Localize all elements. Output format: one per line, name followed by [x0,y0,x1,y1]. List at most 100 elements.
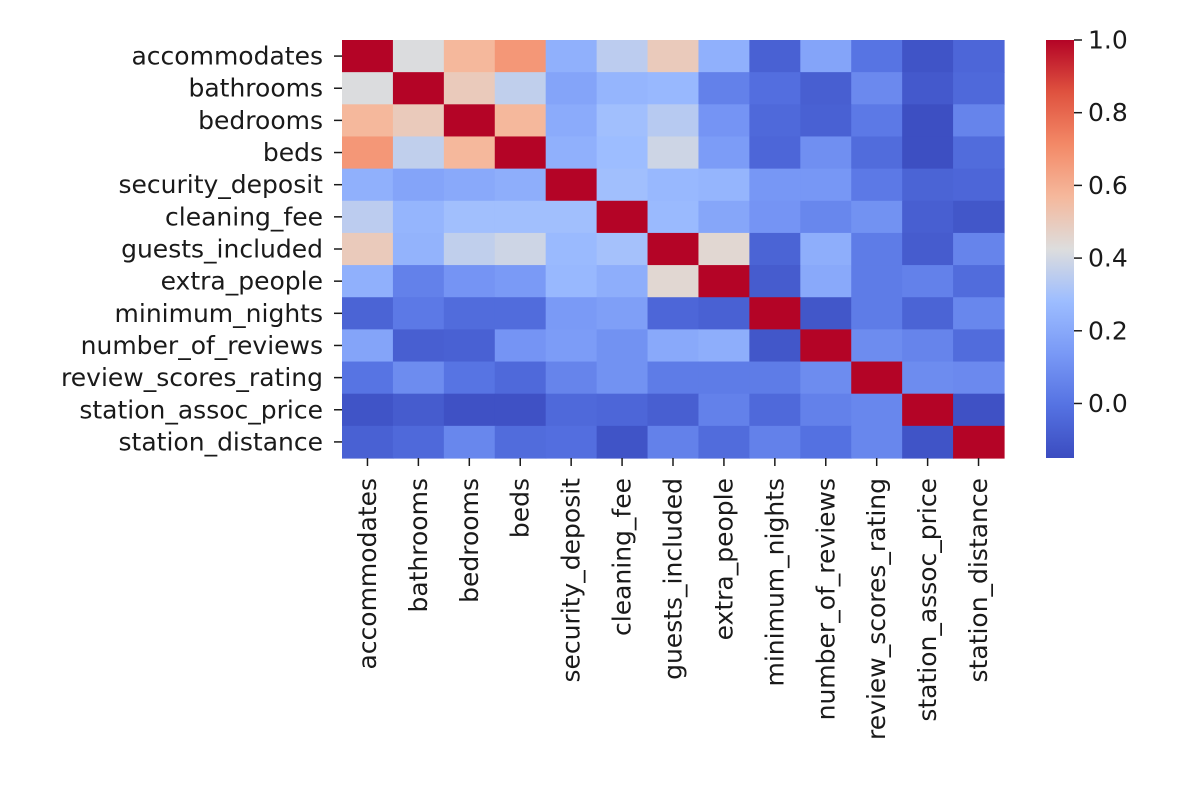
heatmap-cell [494,200,547,234]
heatmap-cell [698,168,750,202]
heatmap-cell [443,232,496,266]
y-tick-label: bedrooms [198,106,323,135]
heatmap-cell [494,329,547,363]
heatmap-cell [443,329,496,363]
colorbar-tick-label: 0.8 [1088,98,1128,127]
heatmap-cell [902,72,954,105]
y-tick-label: minimum_nights [115,299,323,328]
heatmap-cell [902,136,954,170]
heatmap-cell [342,361,394,395]
heatmap-cell [443,168,496,202]
heatmap-cell [647,297,700,330]
heatmap-cell [902,329,954,363]
heatmap-cell [902,168,954,202]
heatmap-cell [749,265,801,298]
y-axis-labels: accommodates bathrooms bedrooms beds securit… [61,42,342,456]
heatmap-cell [647,361,700,395]
heatmap-cell [494,232,547,266]
heatmap-cell [800,232,852,266]
heatmap-cell [851,136,903,170]
heatmap-cells [342,40,1005,459]
heatmap-cell [545,136,598,170]
heatmap-cell [749,361,801,395]
heatmap-cell [800,200,852,234]
y-tick-label: station_assoc_price [79,395,323,424]
heatmap-cell [545,40,598,73]
heatmap-cell [953,200,1005,234]
heatmap-cell [342,40,394,73]
heatmap-cell [342,232,394,266]
x-tick-label: station_assoc_price [913,478,942,722]
heatmap-cell [749,40,801,73]
heatmap-cell [596,265,649,298]
heatmap-cell [545,425,598,459]
heatmap-cell [443,265,496,298]
colorbar-tick-label: 1.0 [1088,26,1128,55]
heatmap-cell [545,168,598,202]
heatmap-cell [545,297,598,330]
heatmap-cell [647,104,700,138]
heatmap-cell [902,265,954,298]
heatmap-cell [392,361,445,395]
heatmap-cell [545,265,598,298]
heatmap-cell [800,361,852,395]
heatmap-cell [749,425,801,459]
heatmap-cell [953,265,1005,298]
heatmap-cell [800,393,852,427]
heatmap-cell [342,104,394,138]
heatmap-cell [851,329,903,363]
heatmap-cell [494,265,547,298]
heatmap-cell [443,136,496,170]
heatmap-cell [342,72,394,105]
x-tick-label: accommodates [353,478,382,670]
heatmap-cell [902,361,954,395]
colorbar-tick-label: 0.2 [1088,316,1128,345]
x-tick-label: station_distance [964,478,993,682]
heatmap-cell [342,168,394,202]
heatmap-cell [494,297,547,330]
heatmap-cell [647,232,700,266]
x-tick-label: minimum_nights [760,478,789,686]
heatmap-cell [596,425,649,459]
y-tick-label: review_scores_rating [61,363,323,392]
heatmap-cell [851,393,903,427]
heatmap-cell [545,72,598,105]
heatmap-cell [851,104,903,138]
heatmap-cell [698,297,750,330]
x-tick-label: review_scores_rating [862,478,891,740]
heatmap-cell [851,297,903,330]
heatmap-cell [545,104,598,138]
heatmap-cell [953,393,1005,427]
heatmap-cell [342,329,394,363]
heatmap-cell [392,40,445,73]
heatmap-cell [647,136,700,170]
heatmap-cell [342,393,394,427]
heatmap-cell [392,393,445,427]
heatmap-cell [800,329,852,363]
x-tick-label: extra_people [709,478,738,640]
heatmap-cell [698,393,750,427]
heatmap-cell [749,168,801,202]
heatmap-cell [647,393,700,427]
heatmap-cell [698,104,750,138]
heatmap-cell [902,425,954,459]
heatmap-cell [902,104,954,138]
heatmap-cell [698,361,750,395]
heatmap-cell [902,393,954,427]
heatmap-cell [749,104,801,138]
heatmap-cell [647,72,700,105]
heatmap-cell [647,200,700,234]
colorbar: 0.0 0.2 0.4 0.6 0.8 1.0 [1046,26,1128,458]
heatmap-cell [647,425,700,459]
heatmap-cell [392,168,445,202]
y-tick-label: security_deposit [118,170,323,199]
heatmap-cell [494,136,547,170]
heatmap-cell [749,329,801,363]
heatmap-cell [443,361,496,395]
heatmap-cell [953,168,1005,202]
heatmap-cell [851,200,903,234]
heatmap-cell [392,329,445,363]
heatmap-cell [596,40,649,73]
heatmap-cell [596,72,649,105]
heatmap-cell [443,104,496,138]
